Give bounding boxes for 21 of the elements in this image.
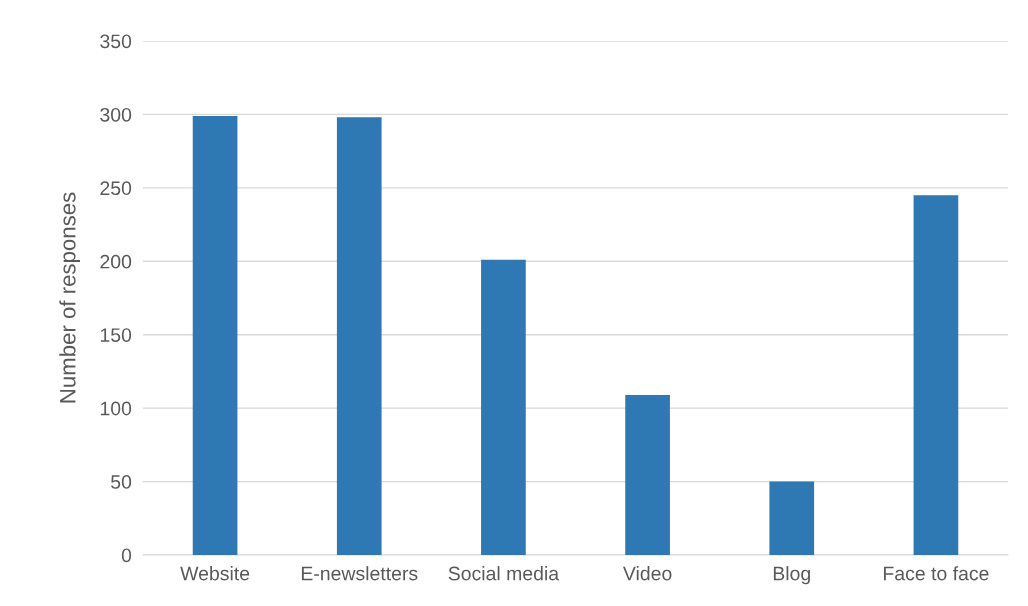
y-tick-label: 200 bbox=[100, 254, 132, 269]
y-tick-label: 250 bbox=[100, 181, 132, 196]
y-tick-label: 150 bbox=[100, 328, 132, 342]
x-tick-label: Face to face bbox=[884, 566, 989, 581]
y-tick-label: 0 bbox=[121, 548, 132, 563]
y-tick-label: 100 bbox=[100, 401, 132, 416]
x-tick-label: Blog bbox=[773, 566, 810, 585]
bar bbox=[192, 115, 238, 555]
bar bbox=[336, 117, 382, 555]
x-tick-label: E-newsletters bbox=[301, 566, 418, 581]
bar bbox=[625, 394, 670, 555]
y-axis-title: Number of responses bbox=[59, 192, 81, 403]
y-tick-label: 350 bbox=[100, 34, 132, 49]
y-tick-label: 300 bbox=[100, 107, 132, 122]
x-tick-label: Social media bbox=[448, 566, 560, 581]
x-tick-label: Video bbox=[622, 566, 672, 581]
x-tick-label: Website bbox=[180, 566, 250, 581]
bar bbox=[769, 481, 815, 555]
y-tick-label: 50 bbox=[111, 475, 132, 489]
bar bbox=[913, 195, 959, 555]
bar bbox=[481, 259, 526, 555]
